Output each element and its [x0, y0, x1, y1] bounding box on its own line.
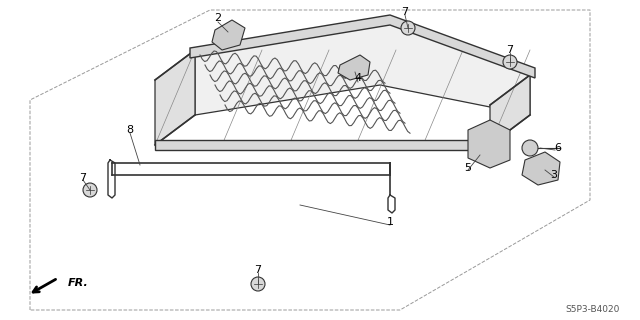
- Circle shape: [251, 277, 265, 291]
- Text: 5: 5: [465, 163, 472, 173]
- Text: 4: 4: [355, 73, 362, 83]
- Polygon shape: [338, 55, 370, 80]
- Text: 6: 6: [554, 143, 561, 153]
- Text: FR.: FR.: [68, 278, 89, 288]
- Text: 2: 2: [214, 13, 221, 23]
- Text: 7: 7: [79, 173, 86, 183]
- Polygon shape: [490, 75, 530, 145]
- Polygon shape: [212, 20, 245, 50]
- Text: S5P3-B4020: S5P3-B4020: [566, 305, 620, 314]
- Circle shape: [503, 55, 517, 69]
- Polygon shape: [195, 20, 530, 115]
- Circle shape: [83, 183, 97, 197]
- Polygon shape: [155, 50, 195, 145]
- Text: 1: 1: [387, 217, 394, 227]
- Polygon shape: [190, 15, 535, 78]
- Text: 7: 7: [255, 265, 262, 275]
- Text: 7: 7: [401, 7, 408, 17]
- Text: 7: 7: [506, 45, 513, 55]
- Circle shape: [522, 140, 538, 156]
- Text: 3: 3: [550, 170, 557, 180]
- Polygon shape: [155, 140, 490, 150]
- Polygon shape: [468, 120, 510, 168]
- Text: 8: 8: [127, 125, 134, 135]
- Polygon shape: [522, 152, 560, 185]
- Circle shape: [401, 21, 415, 35]
